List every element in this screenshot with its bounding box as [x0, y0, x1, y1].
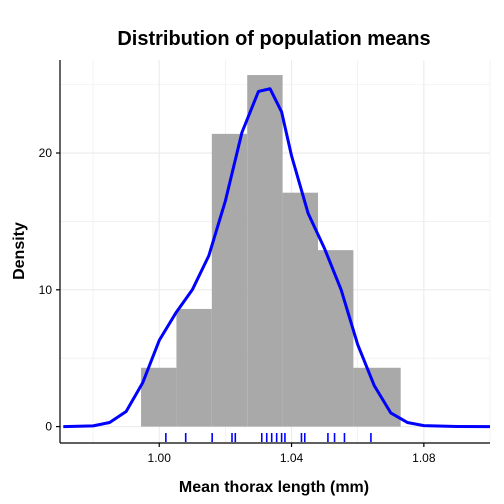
histogram-bar: [176, 308, 212, 427]
y-axis-ticks: 0 10 20: [39, 146, 60, 434]
y-tick-label: 20: [39, 146, 53, 160]
x-tick-label: 1.04: [280, 451, 304, 465]
histogram-bar: [282, 192, 318, 427]
histogram-bars: [141, 75, 401, 427]
y-axis-title: Density: [11, 222, 28, 280]
histogram-bar: [141, 367, 177, 427]
histogram-bar: [353, 367, 401, 427]
y-tick-label: 0: [45, 420, 52, 434]
histogram-bar: [247, 75, 283, 427]
rug-marks: [165, 433, 372, 442]
density-curve: [63, 87, 491, 429]
x-axis-ticks: 1.00 1.04 1.08: [148, 443, 436, 465]
y-tick-label: 10: [39, 283, 53, 297]
x-tick-label: 1.08: [412, 451, 436, 465]
x-tick-label: 1.00: [148, 451, 172, 465]
density-curve-layer: [63, 87, 491, 429]
axes: [59, 60, 490, 444]
x-axis-title: Mean thorax length (mm): [179, 479, 369, 496]
chart-title: Distribution of population means: [117, 28, 430, 50]
